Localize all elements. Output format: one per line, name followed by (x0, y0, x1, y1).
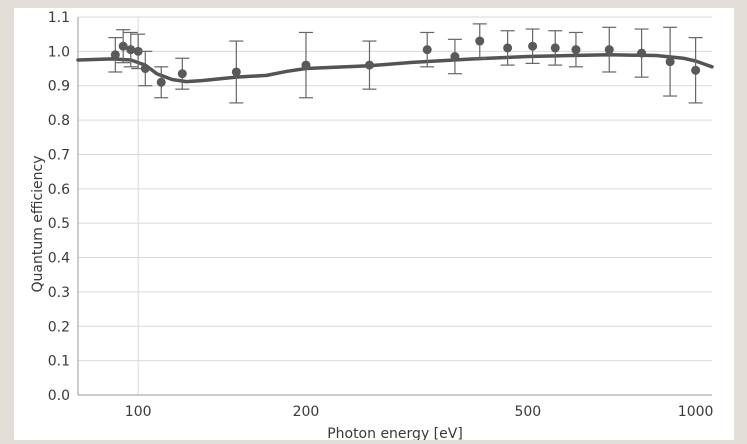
data-point-group (568, 31, 583, 68)
data-point (550, 43, 560, 53)
x-tick-labels: 100 200 500 1000 (125, 404, 714, 420)
data-point (177, 69, 187, 79)
x-tick-label: 100 (125, 404, 152, 420)
data-point-group (298, 31, 313, 99)
data-point (140, 64, 150, 74)
y-tick-labels: 0.0 0.1 0.2 0.3 0.4 0.5 0.6 0.7 0.8 0.9 1.0 1.1 (48, 10, 70, 404)
data-point (691, 65, 701, 75)
model-curve (76, 53, 714, 84)
y-tick-label: 1.0 (48, 44, 70, 60)
chart-figure: 0.0 0.1 0.2 0.3 0.4 0.5 0.6 0.7 0.8 0.9 1.0 1.1 100… (14, 8, 734, 442)
chart-svg: 0.0 0.1 0.2 0.3 0.4 0.5 0.6 0.7 0.8 0.9 1.0 1.1 100… (30, 10, 714, 442)
data-point-group (175, 57, 190, 90)
data-point (156, 77, 166, 87)
data-point (604, 45, 614, 55)
data-point (364, 60, 374, 70)
x-tick-label: 200 (293, 404, 320, 420)
data-point (528, 41, 538, 51)
data-point-group (602, 26, 617, 73)
data-point (637, 48, 647, 58)
data-point (475, 36, 485, 46)
data-point-group (634, 28, 649, 78)
data-point-group (525, 28, 540, 64)
y-tick-label: 0.4 (48, 251, 70, 267)
data-point (503, 43, 513, 53)
x-axis-label: Photon energy [eV] (327, 426, 463, 440)
data-point-group (108, 37, 123, 73)
model-curve-layer (76, 53, 714, 84)
x-tick-label: 1000 (678, 404, 714, 420)
y-tick-label: 0.5 (48, 216, 70, 232)
data-point (110, 50, 120, 60)
y-tick-label: 0.7 (48, 147, 70, 163)
data-point (133, 46, 143, 56)
data-point-group (420, 31, 435, 68)
data-point (571, 45, 581, 55)
data-point-group (472, 23, 487, 59)
data-point-group (123, 31, 138, 68)
y-tick-label: 0.3 (48, 285, 70, 301)
data-point-group (154, 66, 169, 99)
axes (77, 17, 712, 396)
data-point-group (548, 30, 563, 66)
data-point (450, 52, 460, 62)
data-points-layer (108, 23, 703, 104)
y-tick-label: 0.0 (48, 388, 70, 404)
data-point (301, 60, 311, 70)
data-point-group (362, 40, 377, 90)
y-tick-label: 1.1 (48, 10, 70, 26)
y-tick-label: 0.2 (48, 319, 70, 335)
data-point (118, 41, 128, 51)
data-point-group (688, 37, 703, 104)
data-point-group (500, 30, 515, 66)
y-axis-label: Quantum efficiency (30, 156, 46, 293)
data-point (422, 45, 432, 55)
data-point-group (229, 40, 244, 104)
y-tick-label: 0.1 (48, 354, 70, 370)
y-tick-label: 0.8 (48, 113, 70, 129)
data-point-group (116, 29, 131, 64)
data-point-group (447, 38, 462, 75)
data-point (126, 45, 136, 55)
data-point-group (663, 26, 678, 97)
y-tick-label: 0.6 (48, 182, 70, 198)
data-point-group (131, 33, 146, 70)
grid-lines (78, 16, 712, 395)
x-tick-label: 500 (514, 404, 541, 420)
data-point (665, 57, 675, 67)
data-point-group (138, 50, 153, 87)
y-tick-label: 0.9 (48, 79, 70, 95)
data-point (231, 67, 241, 77)
